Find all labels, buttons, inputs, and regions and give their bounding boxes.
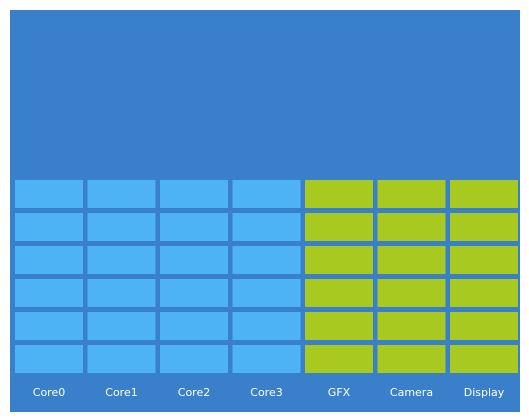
cell — [305, 345, 373, 373]
cell — [87, 213, 156, 241]
cell — [160, 246, 228, 274]
cell — [377, 180, 446, 208]
cell — [15, 246, 83, 274]
cell — [377, 279, 446, 307]
cell — [87, 279, 156, 307]
cell — [160, 345, 228, 373]
cell — [232, 312, 301, 340]
cell — [305, 312, 373, 340]
cell — [377, 345, 446, 373]
cell — [232, 213, 301, 241]
cell — [450, 279, 518, 307]
cell — [450, 213, 518, 241]
cell — [450, 345, 518, 373]
cell — [15, 279, 83, 307]
cell — [87, 180, 156, 208]
cell — [232, 279, 301, 307]
cell — [305, 180, 373, 208]
cell — [450, 312, 518, 340]
column-label: Core2 — [178, 386, 210, 399]
cell — [377, 312, 446, 340]
cell — [15, 312, 83, 340]
cell — [305, 246, 373, 274]
cell — [232, 246, 301, 274]
cell — [305, 213, 373, 241]
column-label: Core3 — [250, 386, 282, 399]
cell — [87, 312, 156, 340]
column-label: Camera — [390, 386, 433, 399]
cell — [15, 180, 83, 208]
cell — [15, 213, 83, 241]
cell — [160, 213, 228, 241]
cell — [15, 345, 83, 373]
column-label: GFX — [328, 386, 351, 399]
cell — [160, 180, 228, 208]
cell — [377, 246, 446, 274]
column-label: Display — [464, 386, 505, 399]
column-label: Core1 — [105, 386, 137, 399]
cell — [305, 279, 373, 307]
cell — [450, 180, 518, 208]
cell — [160, 279, 228, 307]
cell — [377, 213, 446, 241]
cell — [232, 345, 301, 373]
cell — [160, 312, 228, 340]
column-label: Core0 — [33, 386, 65, 399]
cell — [232, 180, 301, 208]
cell — [450, 246, 518, 274]
cell — [87, 345, 156, 373]
cell — [87, 246, 156, 274]
